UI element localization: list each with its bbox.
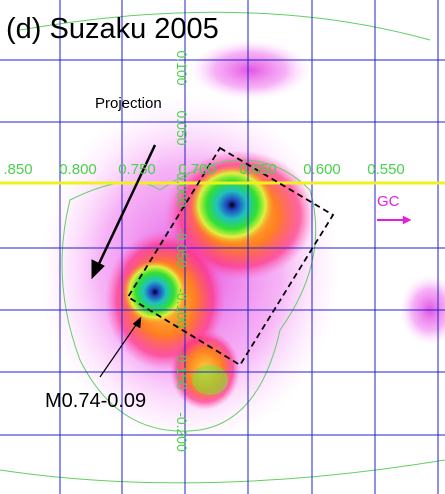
axis-labels: .850 0.800 0.750 0.700 0.650 0.600 0.550 0.100 0… xyxy=(3,50,404,452)
emission xyxy=(0,11,445,484)
horizontal-axis-label: 0.700 xyxy=(178,161,216,178)
horizontal-axis-label: .850 xyxy=(3,161,32,178)
vertical-axis-label: 0.050 xyxy=(174,110,190,145)
vertical-axis-label: -0.200 xyxy=(174,412,190,452)
vertical-axis-label: 0.100 xyxy=(174,50,190,85)
horizontal-axis-label: 0.800 xyxy=(59,161,97,178)
gc-label: GC xyxy=(377,193,400,210)
gc-arrow xyxy=(377,215,412,225)
projection-arrow xyxy=(91,144,157,280)
horizontal-axis-label: 0.550 xyxy=(367,161,405,178)
source-label: M0.74-0.09 xyxy=(45,390,146,412)
vertical-axis-label: 0.000 xyxy=(174,172,190,207)
vertical-axis-label: -0.150 xyxy=(174,350,190,390)
horizontal-axis-label: 0.750 xyxy=(118,161,156,178)
projection-label: Projection xyxy=(95,95,162,112)
horizontal-axis-label: 0.600 xyxy=(303,161,341,178)
vertical-axis-label: -0.050 xyxy=(174,228,190,268)
horizontal-axis-label: 0.650 xyxy=(239,161,277,178)
title: (d) Suzaku 2005 xyxy=(6,13,219,45)
vertical-axis-label: -0.100 xyxy=(174,288,190,328)
source-pointer xyxy=(99,316,142,378)
